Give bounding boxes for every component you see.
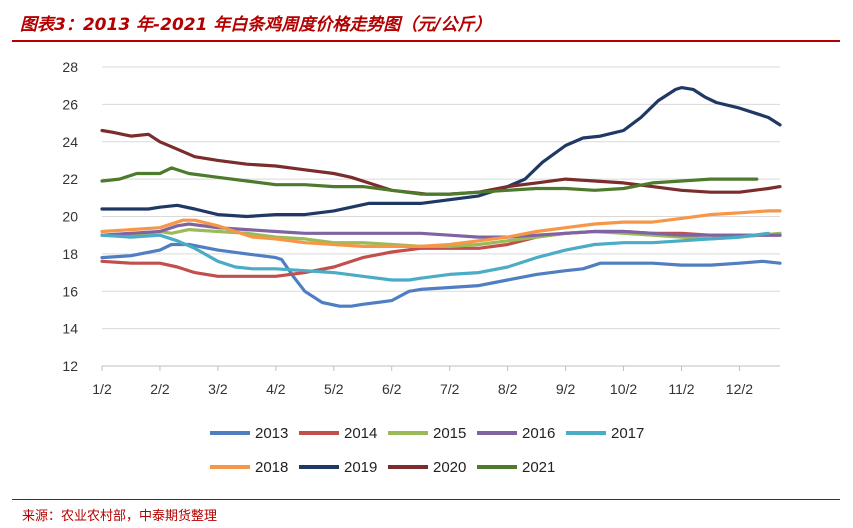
legend-label-2018: 2018 bbox=[255, 459, 288, 476]
source-note: 来源：农业农村部，中泰期货整理 bbox=[22, 509, 218, 524]
source-rule bbox=[12, 499, 840, 500]
y-tick-label-12: 12 bbox=[62, 358, 78, 374]
chart-title: 图表3：2013 年-2021 年白条鸡周度价格走势图（元/公斤） bbox=[20, 15, 492, 35]
series-line-2018 bbox=[100, 209, 782, 248]
x-tick-label-4: 4/2 bbox=[266, 381, 286, 397]
x-tick-label-5: 5/2 bbox=[324, 381, 344, 397]
series-line-2019 bbox=[100, 86, 782, 219]
y-tick-label-22: 22 bbox=[62, 171, 78, 187]
series-line-2021 bbox=[100, 166, 759, 196]
y-tick-label-18: 18 bbox=[62, 246, 78, 262]
legend-label-2019: 2019 bbox=[344, 459, 377, 476]
y-axis-ticks: 12 14 16 18 20 22 24 26 28 bbox=[62, 59, 78, 374]
x-tick-label-6: 6/2 bbox=[382, 381, 402, 397]
legend-label-2014: 2014 bbox=[344, 425, 377, 442]
y-tick-label-20: 20 bbox=[62, 209, 78, 225]
x-tick-label-2: 2/2 bbox=[150, 381, 170, 397]
grid-lines bbox=[102, 66, 780, 330]
y-tick-label-14: 14 bbox=[62, 321, 78, 337]
x-axis: 1/2 2/2 3/2 4/2 5/2 6/2 7/2 8/2 9/2 10/2 11/2 12/2 bbox=[92, 365, 780, 397]
x-tick-label-11: 11/2 bbox=[668, 381, 694, 397]
y-tick-label-24: 24 bbox=[62, 134, 78, 150]
x-tick-label-10: 10/2 bbox=[610, 381, 637, 397]
y-tick-label-26: 26 bbox=[62, 96, 78, 112]
legend-label-2015: 2015 bbox=[433, 425, 466, 442]
x-tick-label-8: 8/2 bbox=[498, 381, 518, 397]
series-line-2013 bbox=[100, 242, 782, 308]
series-line-2017 bbox=[100, 231, 770, 282]
series-lines bbox=[100, 86, 782, 308]
series-line-2020 bbox=[100, 128, 782, 196]
title-bar: 图表3：2013 年-2021 年白条鸡周度价格走势图（元/公斤） bbox=[0, 0, 853, 42]
legend: 2013 2014 2015 2016 2017 2018 2019 2020 2021 bbox=[210, 425, 644, 476]
legend-label-2020: 2020 bbox=[433, 459, 466, 476]
title-rule bbox=[12, 40, 840, 42]
y-tick-label-28: 28 bbox=[62, 59, 78, 75]
x-tick-label-7: 7/2 bbox=[440, 381, 460, 397]
x-tick-label-9: 9/2 bbox=[556, 381, 576, 397]
legend-label-2013: 2013 bbox=[255, 425, 288, 442]
legend-label-2016: 2016 bbox=[522, 425, 555, 442]
x-tick-label-12: 12/2 bbox=[726, 381, 753, 397]
x-tick-label-3: 3/2 bbox=[208, 381, 228, 397]
legend-label-2017: 2017 bbox=[611, 425, 644, 442]
line-chart: 12 14 16 18 20 22 24 26 28 1/2 2/2 3/2 4/2 5/2 6/2 7/2… bbox=[62, 59, 782, 476]
x-tick-label-1: 1/2 bbox=[92, 381, 112, 397]
series-line-2016 bbox=[100, 222, 782, 239]
legend-label-2021: 2021 bbox=[522, 459, 555, 476]
y-tick-label-16: 16 bbox=[62, 283, 78, 299]
